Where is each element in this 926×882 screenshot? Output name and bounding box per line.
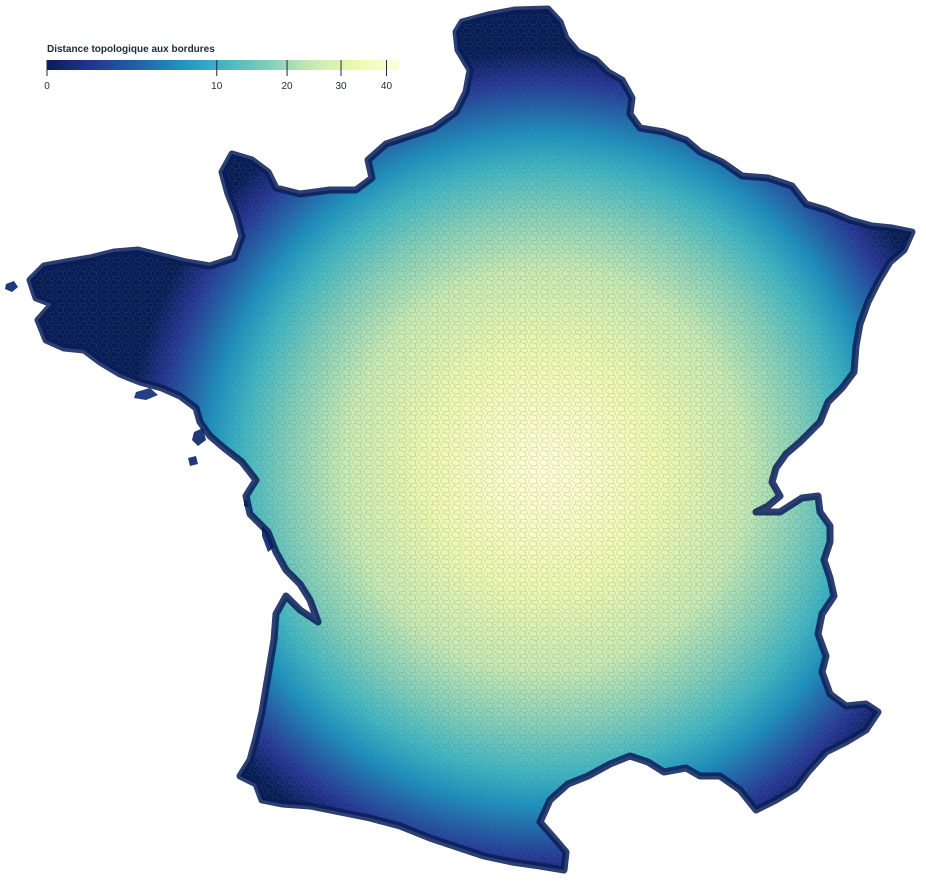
legend: Distance topologique aux bordures 0 10 20 3… bbox=[44, 44, 399, 92]
commune-mesh bbox=[30, 9, 912, 870]
france-mainland bbox=[26, 5, 916, 874]
legend-ticks: 0 10 20 30 40 bbox=[44, 60, 392, 92]
legend-tick-label: 30 bbox=[335, 81, 347, 92]
legend-tick-label: 10 bbox=[211, 81, 223, 92]
island-noirmoutier bbox=[192, 428, 206, 446]
legend-color-bar bbox=[47, 60, 399, 70]
legend-tick-label: 40 bbox=[381, 81, 393, 92]
border-outline bbox=[26, 5, 916, 874]
legend-tick-label: 0 bbox=[44, 81, 50, 92]
legend-title: Distance topologique aux bordures bbox=[47, 44, 215, 55]
island-ouessant bbox=[5, 281, 18, 292]
island-belle-ile bbox=[134, 388, 158, 400]
island-yeu bbox=[188, 456, 198, 466]
legend-tick-label: 20 bbox=[281, 81, 293, 92]
